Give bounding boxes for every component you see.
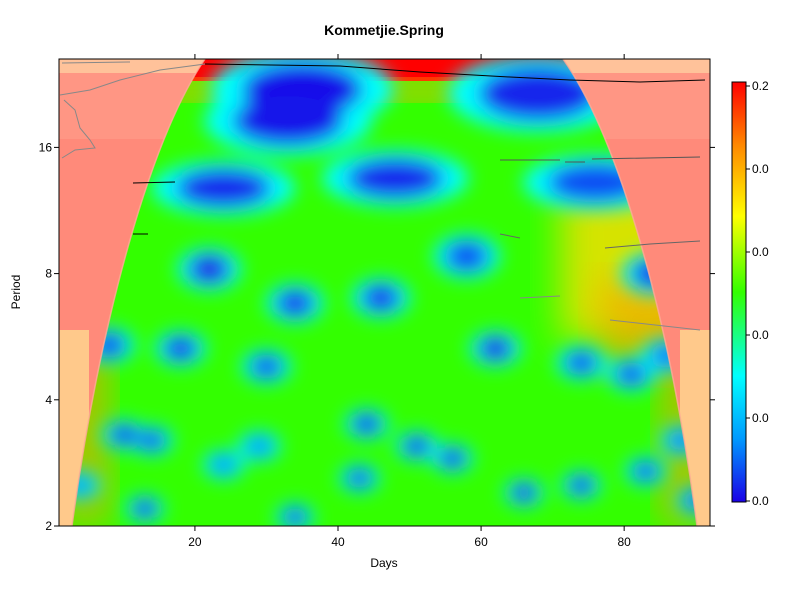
colorbar-tick-label: 0.0	[752, 162, 769, 176]
y-tick-label: 4	[45, 393, 52, 407]
x-axis: 20 40 60 80	[188, 54, 631, 549]
y-tick-label: 2	[45, 519, 52, 533]
y-tick-label: 16	[39, 140, 53, 154]
power-feature	[131, 498, 158, 519]
power-feature	[163, 335, 199, 362]
power-feature	[351, 412, 382, 436]
power-feature	[402, 435, 432, 457]
power-feature	[249, 354, 284, 379]
power-feature	[209, 454, 238, 476]
colorbar-ticks: 0.0 0.0 0.0 0.0 0.0 0.2	[746, 79, 769, 508]
power-feature	[244, 435, 274, 457]
power-feature	[345, 467, 374, 489]
power-feature	[564, 350, 599, 376]
power-feature	[631, 460, 660, 482]
colorbar-tick-label: 0.0	[752, 245, 769, 259]
power-feature	[361, 283, 401, 313]
x-tick-label: 80	[617, 535, 631, 549]
power-feature	[175, 168, 272, 208]
power-feature	[108, 423, 139, 446]
colorbar-tick-label: 0.0	[752, 494, 769, 508]
power-feature	[275, 289, 315, 318]
power-features	[72, 59, 697, 526]
x-tick-label: 20	[188, 535, 202, 549]
x-tick-label: 60	[474, 535, 488, 549]
power-feature	[614, 362, 648, 387]
colorbar: 0.0 0.0 0.0 0.0 0.0 0.2	[731, 79, 769, 508]
plot-frame	[58, 58, 711, 527]
colorbar-gradient	[731, 81, 747, 503]
y-tick-label: 8	[45, 267, 52, 281]
coi-boundary	[71, 59, 698, 526]
colorbar-tick-label: 0.0	[752, 328, 769, 342]
x-tick-label: 40	[331, 535, 345, 549]
colorbar-tick-label: 0.0	[752, 411, 769, 425]
power-feature	[282, 507, 309, 526]
power-feature	[137, 429, 167, 452]
x-axis-label: Days	[370, 556, 397, 570]
power-feature	[567, 475, 595, 496]
power-feature	[510, 482, 538, 503]
chart-title: Kommetjie.Spring	[324, 22, 444, 38]
power-feature	[232, 96, 344, 146]
significance-contours	[59, 61, 706, 331]
colorbar-tick-label: 0.2	[752, 79, 769, 93]
power-feature	[444, 240, 490, 273]
plot-area	[59, 59, 710, 526]
power-feature	[187, 253, 231, 285]
y-axis: 2 4 8 16	[39, 140, 715, 533]
power-feature	[477, 335, 513, 362]
y-axis-label: Period	[9, 275, 23, 310]
power-feature	[346, 158, 445, 199]
power-feature	[438, 447, 467, 469]
